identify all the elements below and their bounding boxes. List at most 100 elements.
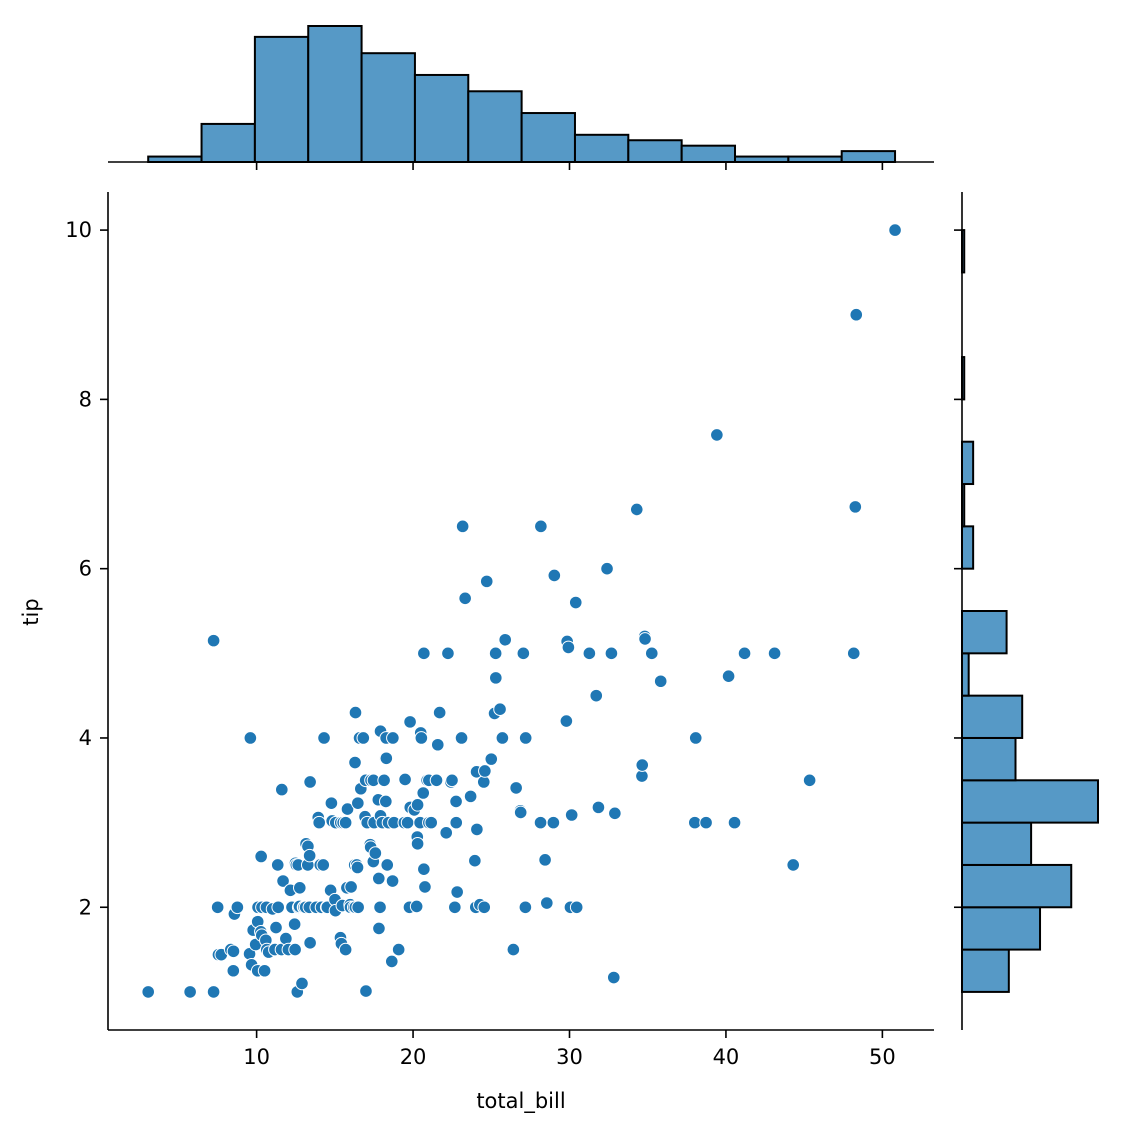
- y-tick-label: 6: [79, 557, 92, 581]
- right-histogram-bar: [961, 652, 970, 697]
- scatter-point: [418, 880, 432, 894]
- scatter-point: [564, 808, 579, 822]
- scatter-point: [417, 646, 431, 661]
- x-tick-label: 10: [243, 1045, 270, 1069]
- scatter-point: [271, 900, 286, 915]
- y-tick-label: 8: [79, 387, 92, 411]
- scatter-point: [372, 921, 386, 936]
- scatter-point: [429, 773, 444, 788]
- scatter-point: [479, 574, 494, 589]
- scatter-point: [432, 705, 447, 720]
- scatter-point: [210, 900, 225, 915]
- scatter-point: [454, 731, 469, 745]
- right-histogram-bar: [961, 906, 1042, 951]
- top-histogram-bar: [627, 139, 683, 164]
- scatter-point: [409, 899, 424, 914]
- scatter-point: [312, 815, 326, 830]
- scatter-point: [608, 806, 622, 821]
- scatter-point: [518, 900, 533, 915]
- scatter-point: [513, 805, 528, 820]
- top-histogram-bar: [467, 90, 523, 163]
- scatter-point: [338, 942, 353, 957]
- scatter-point: [488, 646, 503, 661]
- scatter-point: [206, 985, 221, 999]
- axes: 10 20 30 40 50 2 4 6 8 10: [65, 192, 934, 1069]
- scatter-point: [270, 858, 285, 872]
- scatter-point: [226, 963, 241, 978]
- top-marginal-histogram: [108, 25, 934, 170]
- scatter-point: [403, 715, 417, 729]
- scatter-point: [568, 595, 583, 610]
- scatter-point: [371, 871, 386, 886]
- scatter-point: [269, 920, 283, 935]
- scatter-point: [441, 646, 455, 661]
- x-tick-label: 30: [556, 1045, 583, 1069]
- scatter-point: [767, 646, 782, 661]
- x-tick-label: 20: [400, 1045, 427, 1069]
- scatter-point: [292, 880, 307, 895]
- scatter-point: [477, 900, 492, 915]
- scatter-point: [275, 782, 289, 797]
- right-histogram-bar: [961, 863, 1073, 909]
- scatter-point: [379, 751, 394, 766]
- scatter-point: [463, 789, 478, 804]
- scatter-point: [254, 849, 268, 864]
- scatter-point: [498, 632, 512, 647]
- scatter-point: [546, 815, 561, 830]
- scatter-point: [183, 985, 197, 999]
- scatter-point: [316, 858, 331, 872]
- scatter-point: [533, 815, 548, 830]
- scatter-point: [340, 802, 355, 816]
- scatter-point: [721, 669, 736, 683]
- scatter-point: [455, 519, 470, 534]
- y-tick-label: 4: [79, 726, 92, 750]
- scatter-point: [243, 731, 258, 745]
- scatter-point: [230, 900, 245, 915]
- scatter-point: [591, 800, 606, 815]
- scatter-point: [737, 646, 752, 661]
- scatter-point: [710, 428, 724, 442]
- scatter-point: [846, 646, 861, 661]
- scatter-point: [373, 900, 387, 915]
- scatter-point: [484, 752, 499, 766]
- scatter-point: [410, 798, 425, 812]
- scatter-point: [351, 796, 365, 810]
- top-histogram-bar: [680, 144, 737, 163]
- scatter-point: [416, 786, 431, 800]
- scatter-point: [518, 731, 533, 745]
- scatter-point: [439, 825, 454, 840]
- scatter-point: [635, 758, 650, 772]
- scatter-points: [141, 223, 902, 999]
- scatter-point: [398, 772, 412, 787]
- scatter-point: [226, 944, 241, 959]
- scatter-point: [295, 976, 309, 991]
- scatter-point: [449, 815, 464, 830]
- scatter-point: [540, 896, 554, 910]
- scatter-point: [368, 846, 383, 860]
- scatter-point: [468, 853, 482, 868]
- scatter-point: [727, 815, 742, 830]
- top-histogram-bar: [840, 150, 897, 163]
- scatter-point: [384, 954, 399, 969]
- scatter-point: [589, 688, 604, 703]
- scatter-point: [279, 931, 293, 946]
- scatter-point: [359, 984, 373, 998]
- scatter-point: [644, 646, 659, 661]
- scatter-point: [338, 815, 353, 830]
- scatter-point: [604, 646, 619, 661]
- right-histogram-bar: [961, 948, 1010, 993]
- scatter-point: [600, 561, 614, 576]
- top-histogram-bar: [413, 73, 470, 163]
- scatter-point: [849, 307, 864, 322]
- top-histogram-bar: [520, 112, 576, 163]
- scatter-point: [424, 815, 439, 830]
- top-histogram-bar: [253, 35, 310, 164]
- scatter-point: [276, 874, 290, 888]
- scatter-point: [688, 815, 702, 830]
- scatter-point: [385, 874, 400, 888]
- scatter-point: [303, 775, 317, 789]
- y-axis-label: tip: [19, 598, 43, 625]
- x-tick-label: 50: [869, 1045, 896, 1069]
- y-tick-label: 10: [65, 218, 92, 242]
